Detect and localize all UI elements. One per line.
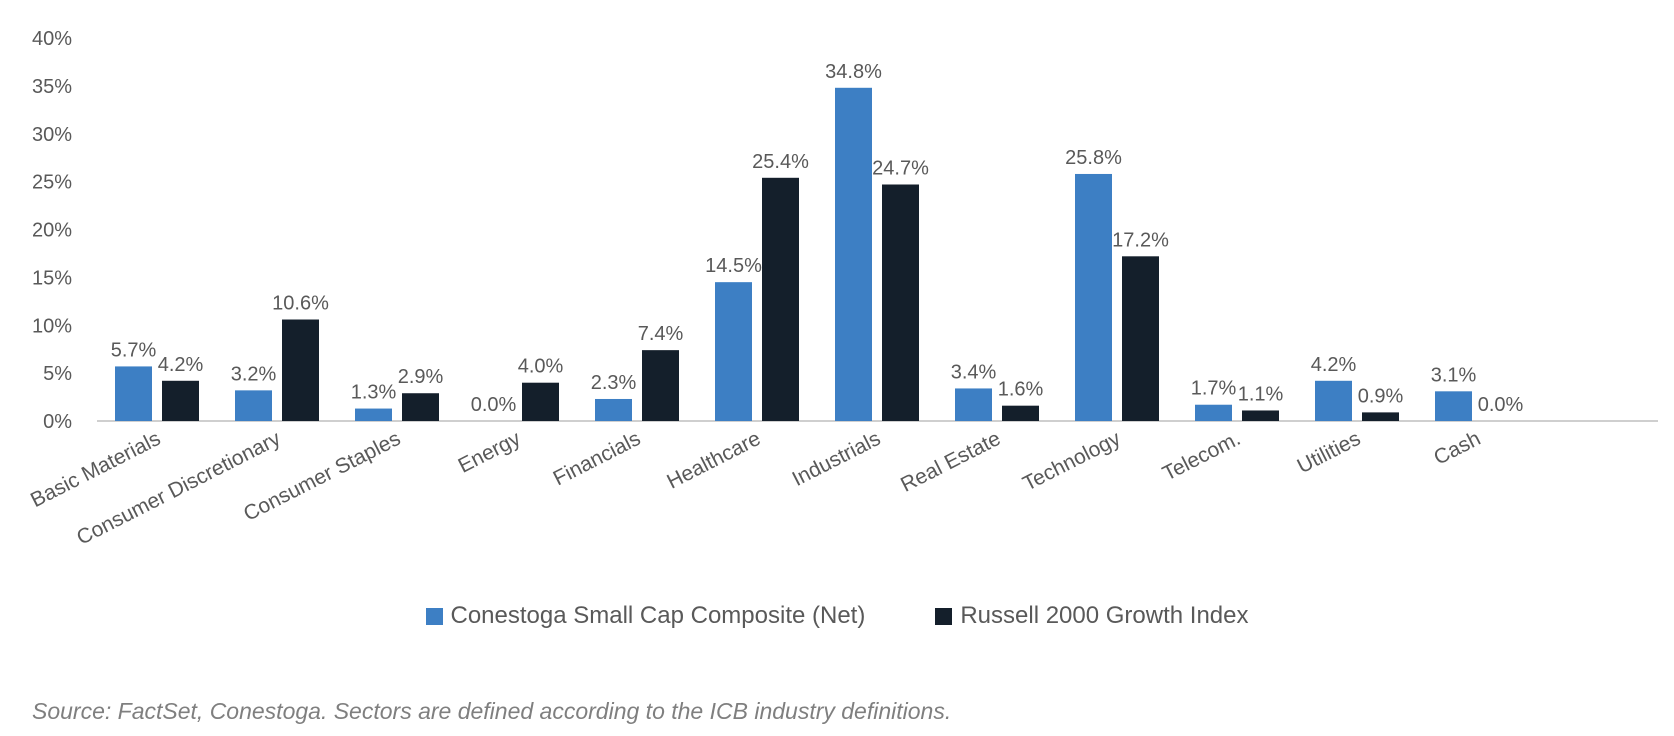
bar-russell bbox=[402, 393, 439, 421]
data-label: 2.3% bbox=[591, 372, 637, 394]
bar-russell bbox=[1362, 412, 1399, 421]
y-tick-label: 25% bbox=[32, 172, 72, 194]
bars bbox=[115, 87, 1472, 421]
bar-conestoga bbox=[1195, 404, 1232, 421]
bar-russell bbox=[282, 319, 319, 421]
bar-conestoga bbox=[835, 87, 872, 421]
legend-label-conestoga: Conestoga Small Cap Composite (Net) bbox=[450, 602, 866, 629]
data-label: 25.4% bbox=[752, 151, 809, 173]
bar-conestoga bbox=[1315, 380, 1352, 421]
legend: Conestoga Small Cap Composite (Net) Russ… bbox=[0, 602, 1674, 630]
bar-conestoga bbox=[595, 398, 632, 421]
bar-russell bbox=[882, 184, 919, 421]
data-label: 1.6% bbox=[998, 379, 1044, 401]
category-label: Consumer Discretionary bbox=[73, 427, 285, 550]
category-label: Energy bbox=[455, 427, 525, 478]
source-note: Source: FactSet, Conestoga. Sectors are … bbox=[32, 698, 952, 724]
bar-conestoga bbox=[1435, 391, 1472, 421]
data-label: 0.0% bbox=[1478, 394, 1524, 416]
y-tick-label: 10% bbox=[32, 315, 72, 337]
data-label: 34.8% bbox=[825, 61, 882, 83]
data-label: 4.2% bbox=[158, 354, 204, 376]
category-label: Healthcare bbox=[663, 427, 764, 494]
legend-swatch-conestoga bbox=[425, 607, 443, 625]
data-label: 0.9% bbox=[1358, 385, 1404, 407]
bar-russell bbox=[1122, 256, 1159, 421]
y-tick-label: 40% bbox=[32, 28, 72, 50]
data-label: 10.6% bbox=[272, 293, 329, 315]
category-label: Utilities bbox=[1294, 427, 1365, 478]
bar-russell bbox=[1242, 410, 1279, 421]
y-axis: 0% 5% 10% 15% 20% 25% 30% 35% 40% bbox=[32, 28, 72, 433]
data-label: 3.2% bbox=[231, 363, 277, 385]
data-label: 24.7% bbox=[872, 157, 929, 179]
y-tick-label: 5% bbox=[43, 363, 72, 385]
bar-russell bbox=[762, 177, 799, 421]
bar-conestoga bbox=[235, 390, 272, 421]
data-label: 7.4% bbox=[638, 323, 684, 345]
data-label: 4.0% bbox=[518, 356, 564, 378]
data-label: 0.0% bbox=[471, 394, 517, 416]
data-label: 14.5% bbox=[705, 255, 762, 277]
y-tick-label: 20% bbox=[32, 220, 72, 242]
bar-russell bbox=[162, 380, 199, 421]
y-tick-label: 35% bbox=[32, 76, 72, 98]
data-label: 17.2% bbox=[1112, 229, 1169, 251]
bar-russell bbox=[1002, 405, 1039, 421]
data-label: 3.1% bbox=[1431, 364, 1477, 386]
category-label: Industrials bbox=[789, 427, 885, 491]
y-tick-label: 30% bbox=[32, 124, 72, 146]
category-label: Technology bbox=[1019, 427, 1125, 496]
data-label: 2.9% bbox=[398, 366, 444, 388]
legend-swatch-russell bbox=[935, 607, 953, 625]
bar-chart: 0%5%10%15%20%25%30%35%40% 5.7%4.2% 3.2%10… bbox=[27, 28, 1658, 550]
y-tick-label: 15% bbox=[32, 267, 72, 289]
category-label: Cash bbox=[1430, 427, 1484, 470]
category-label: Financials bbox=[550, 427, 645, 490]
data-label: 1.3% bbox=[351, 382, 397, 404]
bar-conestoga bbox=[355, 408, 392, 421]
y-tick-label: 0% bbox=[43, 411, 72, 433]
data-label: 3.4% bbox=[951, 361, 997, 383]
bar-conestoga bbox=[115, 366, 152, 421]
legend-item-russell: Russell 2000 Growth Index bbox=[935, 602, 1249, 630]
data-label: 1.7% bbox=[1191, 378, 1237, 400]
data-labels: 5.7%4.2% 3.2%10.6%1.3%2.9%0.0%4.0%2.3%7.4… bbox=[111, 61, 1524, 416]
bar-russell bbox=[522, 382, 559, 421]
bar-conestoga bbox=[1075, 173, 1112, 421]
category-label: Telecom. bbox=[1159, 427, 1244, 486]
data-label: 1.1% bbox=[1238, 383, 1284, 405]
legend-label-russell: Russell 2000 Growth Index bbox=[960, 602, 1249, 629]
data-label: 25.8% bbox=[1065, 147, 1122, 169]
bar-russell bbox=[642, 350, 679, 421]
bar-conestoga bbox=[955, 388, 992, 421]
legend-item-conestoga: Conestoga Small Cap Composite (Net) bbox=[425, 602, 866, 630]
category-label: Real Estate bbox=[897, 427, 1004, 497]
data-label: 4.2% bbox=[1311, 354, 1357, 376]
bar-conestoga bbox=[715, 282, 752, 421]
data-label: 5.7% bbox=[111, 339, 157, 361]
